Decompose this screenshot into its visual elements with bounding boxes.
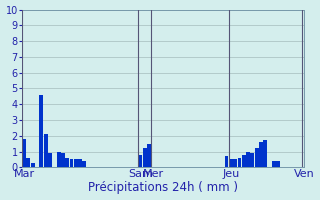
Bar [246, 152, 250, 167]
Bar [22, 139, 26, 167]
Bar [229, 159, 233, 167]
Bar [147, 144, 151, 167]
Bar [251, 153, 254, 167]
Bar [276, 161, 280, 167]
X-axis label: Précipitations 24h ( mm ): Précipitations 24h ( mm ) [88, 181, 238, 194]
Bar [233, 159, 237, 167]
Bar [255, 148, 259, 167]
Bar [139, 155, 142, 167]
Bar [44, 134, 48, 167]
Bar [263, 140, 267, 167]
Bar [272, 161, 276, 167]
Bar [74, 159, 78, 167]
Bar [61, 153, 65, 167]
Bar [83, 161, 86, 167]
Bar [48, 153, 52, 167]
Bar [27, 158, 30, 167]
Bar [69, 159, 73, 167]
Bar [259, 142, 263, 167]
Bar [237, 158, 241, 167]
Bar [57, 152, 60, 167]
Bar [78, 159, 82, 167]
Bar [143, 148, 147, 167]
Bar [65, 158, 69, 167]
Bar [242, 155, 246, 167]
Bar [225, 156, 228, 167]
Bar [31, 163, 35, 167]
Bar [39, 95, 43, 167]
